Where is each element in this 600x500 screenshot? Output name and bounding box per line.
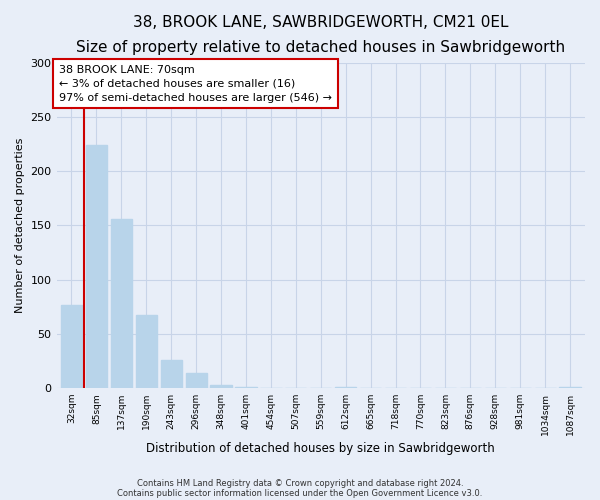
Text: 38 BROOK LANE: 70sqm
← 3% of detached houses are smaller (16)
97% of semi-detach: 38 BROOK LANE: 70sqm ← 3% of detached ho… [59,65,332,103]
Text: Contains HM Land Registry data © Crown copyright and database right 2024.: Contains HM Land Registry data © Crown c… [137,478,463,488]
Text: Contains public sector information licensed under the Open Government Licence v3: Contains public sector information licen… [118,488,482,498]
Title: 38, BROOK LANE, SAWBRIDGEWORTH, CM21 0EL
Size of property relative to detached h: 38, BROOK LANE, SAWBRIDGEWORTH, CM21 0EL… [76,15,565,54]
Bar [136,316,157,388]
Y-axis label: Number of detached properties: Number of detached properties [15,138,25,313]
Bar [86,145,107,388]
Bar [161,360,182,388]
Bar [185,373,207,388]
Bar [235,387,257,388]
Bar [61,304,82,388]
Bar [211,385,232,388]
Bar [111,219,132,388]
X-axis label: Distribution of detached houses by size in Sawbridgeworth: Distribution of detached houses by size … [146,442,495,455]
Bar [335,387,356,388]
Bar [559,387,581,388]
